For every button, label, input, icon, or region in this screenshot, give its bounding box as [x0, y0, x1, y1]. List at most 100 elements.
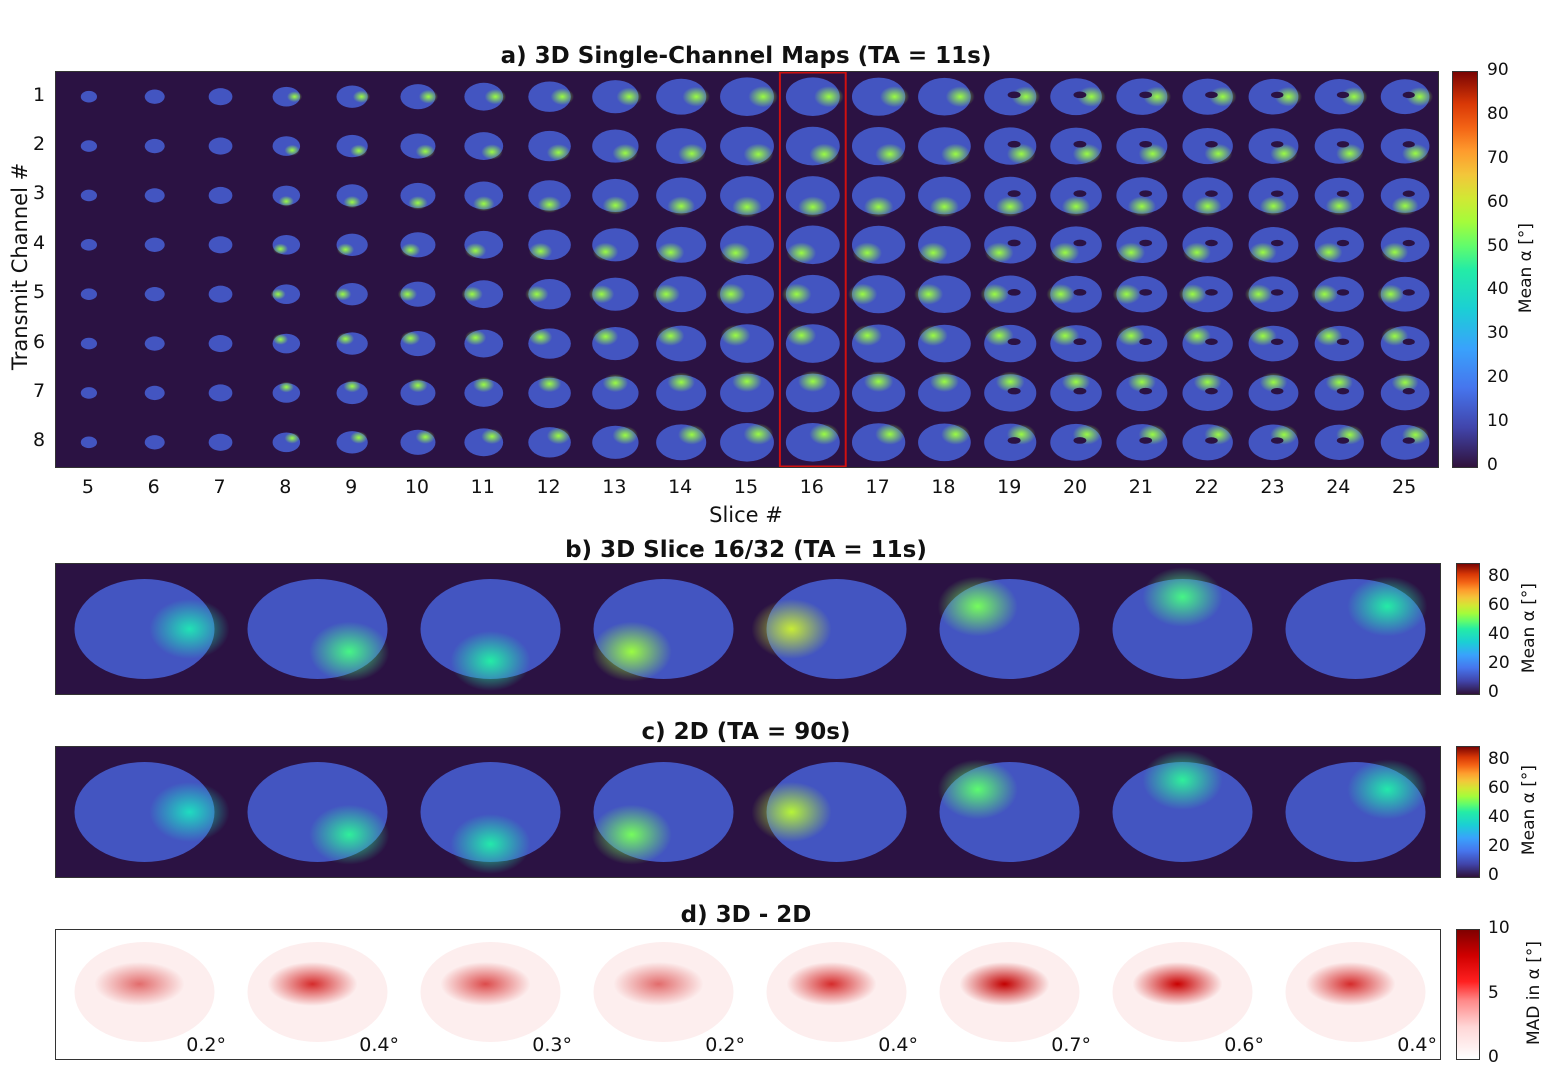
- channel-map-hole: [1073, 190, 1087, 197]
- channel-map-hotspot: [852, 324, 882, 346]
- channel-map-hotspot: [656, 242, 685, 263]
- mad-value: 0.4°: [359, 1034, 399, 1056]
- channel-map-hotspot: [397, 287, 418, 302]
- channel-map-hotspot: [481, 428, 503, 445]
- channel-map-hotspot: [1249, 242, 1277, 263]
- colorbar-tick: 40: [1487, 279, 1509, 300]
- panel-c-image: [55, 746, 1441, 878]
- channel-map-hotspot: [863, 196, 894, 218]
- panel-b-colorbar-label: Mean α [°]: [1519, 582, 1539, 674]
- channel-map-hotspot: [852, 242, 882, 264]
- channel-map-hotspot: [1315, 326, 1343, 346]
- channel-map-hole: [1007, 387, 1021, 395]
- channel-map-hotspot: [473, 376, 495, 393]
- slice-tick: 20: [1062, 476, 1088, 498]
- channel-map-hotspot: [272, 333, 289, 345]
- channel-map-hotspot: [528, 242, 553, 260]
- channel-map-hotspot: [1340, 86, 1368, 107]
- channel-map-hole: [1007, 140, 1021, 148]
- slice-tick: 21: [1128, 476, 1153, 498]
- channel-map-hotspot: [1050, 325, 1080, 346]
- channel-map-hotspot: [350, 431, 368, 444]
- channel-map-hotspot: [929, 371, 959, 392]
- channel-map-hole: [1270, 289, 1284, 296]
- slice-tick: 18: [931, 476, 956, 498]
- panel-b-maps: [74, 567, 1428, 691]
- channel-map-hole: [1073, 338, 1087, 346]
- channel-map-hole: [1270, 239, 1284, 247]
- panel-a-xlabel: Slice #: [709, 503, 783, 527]
- channel-map-hotspot: [1127, 371, 1156, 393]
- channel-map-hotspot: [1011, 86, 1041, 107]
- colorbar-tick: 60: [1488, 595, 1510, 616]
- channel-map-hotspot: [272, 243, 289, 255]
- slice-tick: 6: [147, 476, 160, 498]
- panel-b-colorbar: [1456, 563, 1480, 695]
- channel-map-hotspot: [1143, 86, 1172, 107]
- channel-map-hotspot: [1138, 143, 1167, 164]
- highlight-box: [778, 72, 847, 467]
- channel-map-hotspot: [667, 196, 695, 217]
- panel-a-colorbar: [1452, 71, 1478, 468]
- channel-map-hole: [1270, 91, 1284, 99]
- channel-map: [208, 384, 233, 402]
- channel-map-hole: [1139, 289, 1153, 296]
- slice-tick: 11: [470, 476, 495, 498]
- channel-map-hotspot: [1244, 284, 1273, 304]
- channel-map-hole: [1073, 387, 1087, 395]
- channel-map: [80, 387, 98, 399]
- channel-map-hotspot: [1193, 372, 1222, 393]
- colorbar-tick: 70: [1487, 147, 1509, 168]
- channel-map-hole: [1336, 190, 1350, 197]
- channel-map: [144, 385, 165, 401]
- channel-map-hotspot: [945, 86, 975, 108]
- channel-map-hotspot: [612, 426, 638, 445]
- channel-map-hotspot: [875, 143, 905, 165]
- channel-map-hotspot: [418, 89, 439, 104]
- slice-tick: 22: [1194, 476, 1219, 498]
- channel-map-hotspot: [336, 332, 355, 345]
- channel-map: [144, 138, 165, 154]
- channel-map-hotspot: [984, 242, 1014, 263]
- channel-map-hole: [1073, 289, 1087, 296]
- row-tick: 4: [32, 231, 46, 254]
- channel-map-hotspot: [1183, 242, 1211, 263]
- channel-map-hotspot: [682, 86, 710, 107]
- channel-map-hotspot: [481, 144, 503, 160]
- channel-map-hole: [1205, 190, 1218, 197]
- colorbar-tick: 80: [1488, 566, 1510, 587]
- channel-map-hotspot: [937, 759, 1018, 820]
- colorbar-tick: 5: [1488, 982, 1499, 1003]
- channel-map: [208, 137, 233, 155]
- colorbar-tick: 60: [1487, 191, 1509, 212]
- channel-map-hotspot: [732, 370, 762, 392]
- channel-map: [80, 337, 98, 350]
- channel-map-hole: [1402, 437, 1415, 444]
- channel-map-hotspot: [797, 370, 828, 392]
- channel-map-hotspot: [656, 326, 685, 346]
- channel-map-hotspot: [786, 242, 817, 264]
- channel-map-hotspot: [550, 88, 575, 106]
- channel-map-hotspot: [415, 144, 436, 159]
- channel-map-hotspot: [1178, 284, 1207, 305]
- channel-map-hotspot: [814, 86, 844, 108]
- channel-map-hotspot: [525, 285, 549, 303]
- channel-map-hotspot: [678, 424, 706, 445]
- channel-map-hotspot: [1193, 196, 1222, 217]
- slice-tick: 17: [865, 476, 890, 498]
- channel-map: [80, 436, 98, 449]
- channel-map-hole: [1402, 388, 1415, 395]
- channel-map-hole: [1205, 338, 1218, 346]
- channel-map-hotspot: [1274, 86, 1303, 107]
- channel-map-hotspot: [751, 782, 832, 842]
- channel-map-hotspot: [720, 242, 751, 264]
- panel-c-colorbar: [1456, 746, 1480, 878]
- row-tick: 5: [32, 281, 46, 304]
- channel-map: [208, 186, 233, 204]
- channel-map-hole: [1270, 190, 1284, 197]
- channel-map-hotspot: [1249, 326, 1277, 346]
- channel-map-hotspot: [537, 196, 562, 213]
- channel-map-hole: [1402, 338, 1415, 345]
- channel-map-hotspot: [278, 195, 294, 207]
- channel-map-hotspot: [918, 325, 948, 346]
